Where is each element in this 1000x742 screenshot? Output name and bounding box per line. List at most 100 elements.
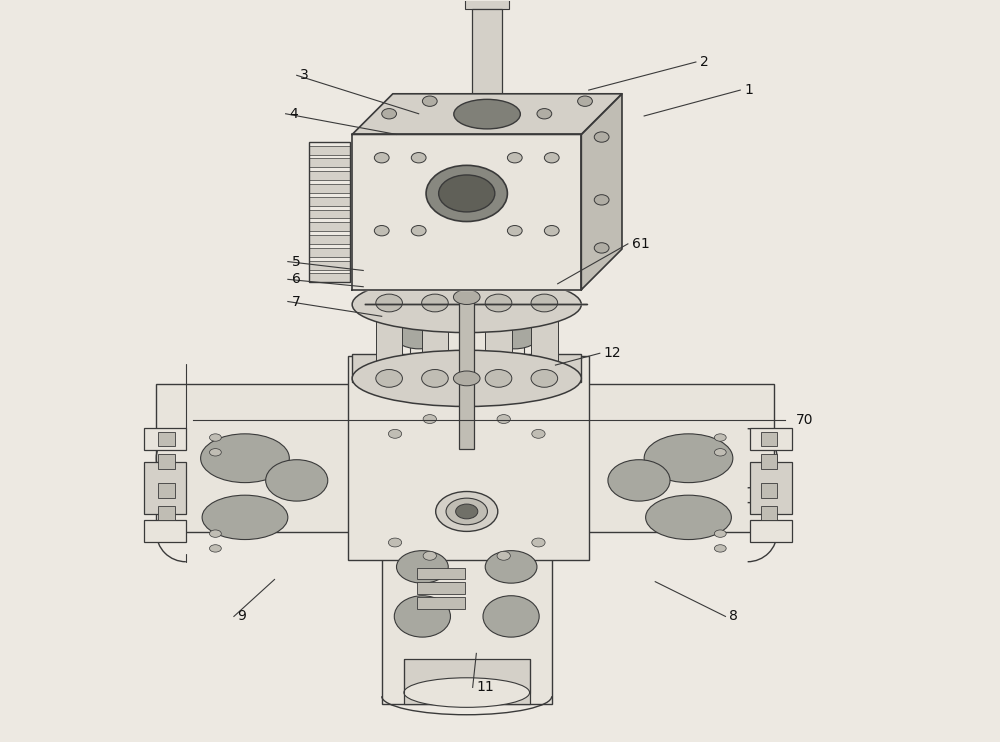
Ellipse shape [446, 498, 487, 525]
Text: 61: 61 [632, 237, 649, 251]
Ellipse shape [644, 434, 733, 482]
Bar [417, 597, 465, 609]
Text: 11: 11 [476, 680, 494, 695]
Ellipse shape [201, 434, 289, 482]
Ellipse shape [497, 415, 510, 424]
Bar [750, 428, 792, 450]
Ellipse shape [352, 276, 581, 332]
Ellipse shape [209, 530, 221, 537]
Ellipse shape [376, 370, 402, 387]
Bar [417, 568, 465, 580]
Bar [309, 209, 350, 218]
Bar [761, 483, 777, 498]
Polygon shape [581, 93, 622, 289]
Ellipse shape [439, 175, 495, 212]
Bar [309, 184, 350, 193]
Text: 3: 3 [300, 68, 309, 82]
Ellipse shape [531, 370, 558, 387]
Bar [309, 197, 350, 206]
Text: 8: 8 [729, 609, 738, 623]
Ellipse shape [422, 96, 437, 106]
Text: 4: 4 [289, 107, 298, 121]
Bar [158, 432, 175, 447]
Text: 6: 6 [292, 272, 300, 286]
Text: 1: 1 [744, 83, 753, 97]
Ellipse shape [646, 495, 731, 539]
Ellipse shape [454, 99, 520, 129]
Bar [761, 454, 777, 469]
Polygon shape [352, 93, 622, 134]
Ellipse shape [404, 677, 530, 707]
Ellipse shape [374, 153, 389, 163]
Ellipse shape [388, 538, 402, 547]
Bar [531, 304, 558, 378]
Ellipse shape [483, 596, 539, 637]
Ellipse shape [374, 226, 389, 236]
Ellipse shape [453, 371, 480, 386]
Ellipse shape [411, 226, 426, 236]
Bar [309, 235, 350, 244]
Bar [144, 462, 186, 513]
Text: 70: 70 [796, 413, 813, 427]
Bar [404, 660, 530, 703]
Bar [309, 142, 350, 282]
Bar [309, 223, 350, 232]
Bar [309, 273, 350, 282]
Text: 9: 9 [238, 609, 246, 623]
Bar [459, 301, 474, 449]
Ellipse shape [578, 96, 592, 106]
Bar [309, 260, 350, 269]
Ellipse shape [422, 294, 448, 312]
Ellipse shape [485, 294, 512, 312]
Bar [348, 356, 589, 559]
Ellipse shape [388, 430, 402, 439]
Ellipse shape [485, 370, 512, 387]
Bar [465, 0, 509, 9]
Bar [382, 496, 552, 703]
Bar [352, 354, 581, 382]
Ellipse shape [537, 108, 552, 119]
Ellipse shape [497, 551, 510, 560]
Ellipse shape [411, 153, 426, 163]
Ellipse shape [423, 551, 436, 560]
Bar [485, 304, 512, 378]
Bar [426, 205, 507, 231]
Ellipse shape [531, 294, 558, 312]
Ellipse shape [507, 153, 522, 163]
Bar [472, 9, 502, 93]
Bar [144, 520, 186, 542]
Bar [750, 462, 792, 513]
Ellipse shape [423, 415, 436, 424]
Ellipse shape [394, 596, 450, 637]
Polygon shape [352, 134, 581, 289]
Bar [761, 432, 777, 447]
Ellipse shape [376, 294, 402, 312]
Bar [410, 209, 524, 364]
Ellipse shape [397, 551, 448, 583]
Bar [158, 454, 175, 469]
Ellipse shape [714, 434, 726, 441]
Text: 7: 7 [292, 295, 300, 309]
Bar [309, 248, 350, 257]
Bar [309, 159, 350, 168]
Ellipse shape [391, 312, 447, 349]
Ellipse shape [266, 460, 328, 501]
Ellipse shape [532, 430, 545, 439]
Bar [422, 304, 448, 378]
Ellipse shape [594, 194, 609, 205]
Bar [158, 483, 175, 498]
Bar [158, 505, 175, 520]
Ellipse shape [426, 165, 507, 222]
Ellipse shape [202, 495, 288, 539]
Bar [376, 304, 402, 378]
Ellipse shape [456, 504, 478, 519]
Bar [309, 145, 350, 154]
Ellipse shape [209, 545, 221, 552]
Ellipse shape [507, 226, 522, 236]
Ellipse shape [714, 545, 726, 552]
Ellipse shape [453, 289, 480, 304]
Ellipse shape [352, 350, 581, 407]
Bar [156, 384, 774, 532]
Ellipse shape [382, 108, 397, 119]
Text: 12: 12 [603, 347, 621, 361]
